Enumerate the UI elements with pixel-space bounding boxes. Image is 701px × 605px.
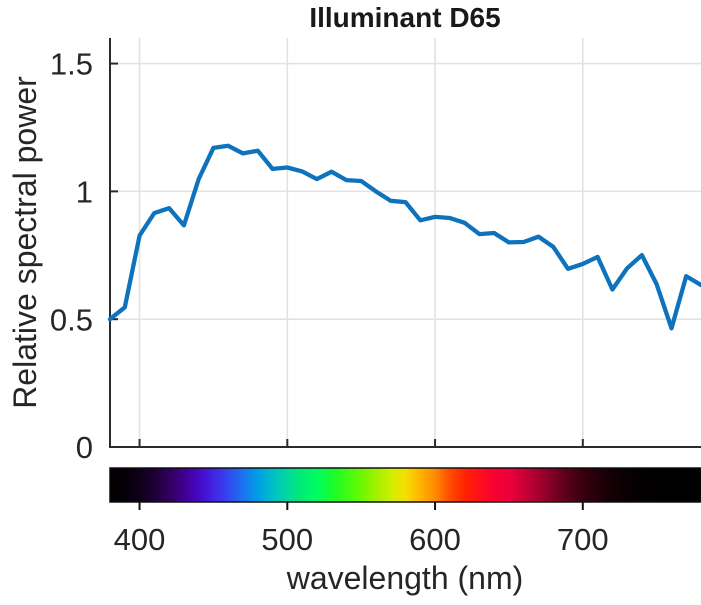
colorbar-ticks — [138, 502, 584, 510]
y-tick-label: 0 — [76, 430, 93, 465]
x-axis-label: wavelength (nm) — [286, 560, 524, 596]
x-tick-label: 400 — [114, 522, 166, 557]
y-tick-label: 0.5 — [50, 302, 93, 337]
y-tick-label: 1.5 — [50, 47, 93, 82]
spectrum-colorbar — [109, 467, 701, 503]
x-tick-label: 700 — [557, 522, 609, 557]
y-tick-labels: 0 0.5 1 1.5 — [50, 47, 93, 465]
y-tick-label: 1 — [76, 175, 93, 210]
chart-title: Illuminant D65 — [309, 2, 500, 33]
y-axis-label: Relative spectral power — [7, 76, 43, 409]
gridlines — [110, 38, 701, 447]
x-tick-labels: 400 500 600 700 — [114, 522, 609, 557]
x-tick-label: 500 — [261, 522, 313, 557]
x-tick-label: 600 — [409, 522, 461, 557]
spectral-power-line — [107, 143, 701, 331]
axis-ticks — [110, 62, 584, 448]
